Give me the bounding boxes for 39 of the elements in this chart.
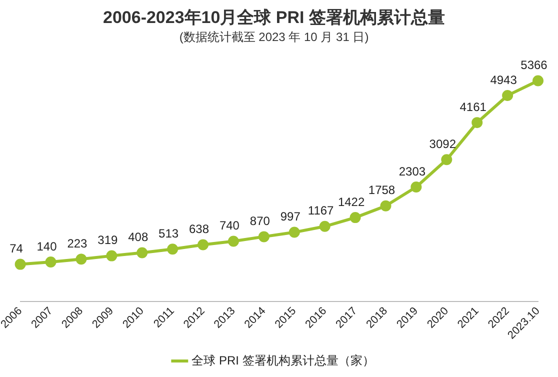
data-label: 223 (67, 236, 88, 250)
point (472, 117, 483, 128)
point (288, 226, 300, 238)
data-label: 1422 (338, 194, 365, 209)
data-label: 408 (128, 230, 148, 244)
chart-subtitle: (数据统计截至 2023 年 10 月 31 日) (179, 30, 369, 44)
data-label: 1758 (368, 183, 396, 198)
data-label: 638 (189, 222, 210, 236)
data-label: 1167 (308, 204, 334, 218)
data-label: 2303 (398, 164, 426, 178)
legend-label: 全球 PRI 签署机构累计总量（家） (192, 353, 374, 368)
data-label: 3092 (429, 136, 456, 151)
point (319, 220, 330, 232)
data-label: 4161 (460, 100, 487, 114)
point (502, 90, 514, 101)
point (106, 250, 118, 262)
point (380, 200, 392, 212)
point (228, 236, 239, 247)
point (136, 247, 148, 258)
data-label: 740 (219, 218, 240, 233)
data-label: 4943 (490, 72, 518, 87)
data-label: 870 (250, 214, 270, 228)
point (532, 75, 544, 86)
point (258, 231, 270, 242)
point (350, 212, 361, 224)
data-label: 319 (98, 233, 118, 248)
point (14, 258, 26, 270)
point (76, 254, 87, 265)
data-label: 997 (280, 210, 301, 224)
point (167, 244, 178, 255)
data-label: 74 (10, 242, 24, 256)
data-label: 513 (158, 226, 179, 240)
chart-title: 2006-2023年10月全球 PRI 签署机构累计总量 (103, 8, 445, 27)
point (198, 239, 209, 250)
data-label: 140 (36, 239, 58, 254)
point (410, 182, 422, 193)
point (441, 154, 452, 166)
point (45, 256, 56, 268)
data-label: 5366 (520, 58, 548, 72)
